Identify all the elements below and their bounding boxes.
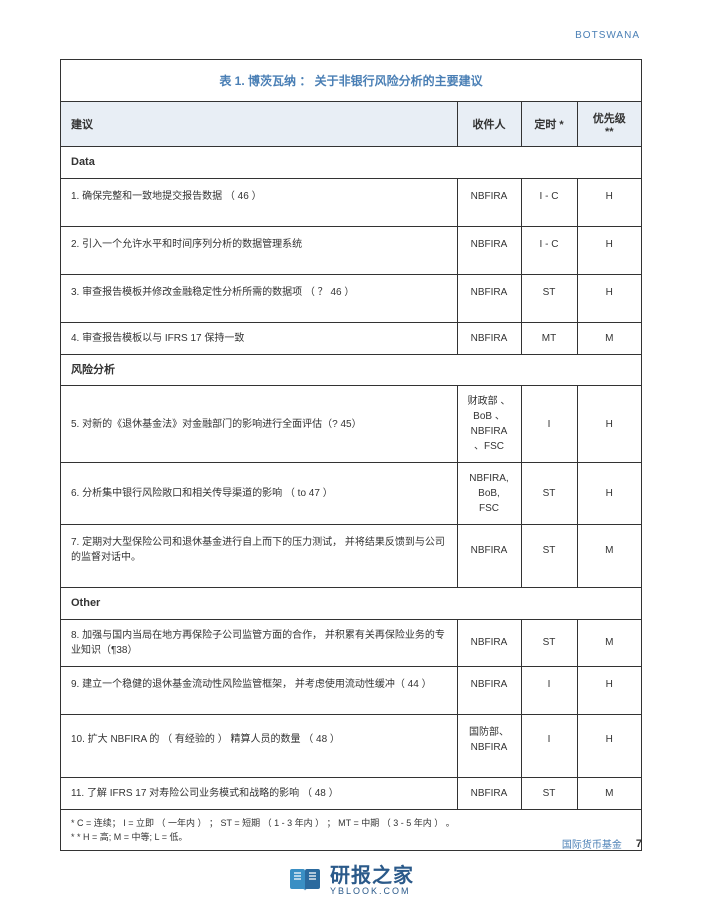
cell-timing: I [521,714,577,777]
table-row: 10. 扩大 NBFIRA 的 （ 有经验的 ） 精算人员的数量 （ 48 ） … [61,714,641,777]
cell-recipient: 财政部 、BoB 、NBFIRA 、FSC [457,386,521,463]
cell-rec: 6. 分析集中银行风险敞口和相关传导渠道的影响 （ to 47 ） [61,463,457,525]
cell-recipient: NBFIRA [457,525,521,588]
cell-rec: 8. 加强与国内当局在地方再保险子公司监管方面的合作， 并积累有关再保险业务的专… [61,619,457,666]
recommendations-table: 表 1. 博茨瓦纳 ： 关于非银行风险分析的主要建议 建议 收件人 定时 * 优… [60,59,642,851]
cell-priority: H [577,226,641,274]
cell-priority: M [577,777,641,809]
table-row: 8. 加强与国内当局在地方再保险子公司监管方面的合作， 并积累有关再保险业务的专… [61,619,641,666]
col-recommendation: 建议 [61,102,457,147]
cell-priority: H [577,714,641,777]
section-label: 风险分析 [61,354,641,386]
cell-timing: MT [521,322,577,354]
cell-rec: 5. 对新的《退休基金法》对金融部门的影响进行全面评估（? 45） [61,386,457,463]
page-footer: 国际货币基金 7 [562,836,642,851]
footnote-line: * * H = 高; M = 中等; L = 低。 [71,830,631,844]
table-row: 6. 分析集中银行风险敞口和相关传导渠道的影响 （ to 47 ） NBFIRA… [61,463,641,525]
cell-rec: 2. 引入一个允许水平和时间序列分析的数据管理系统 [61,226,457,274]
cell-rec: 3. 审查报告模板并修改金融稳定性分析所需的数据项 （ ？ 46 ） [61,274,457,322]
cell-recipient: NBFIRA [457,777,521,809]
cell-recipient: 国防部、NBFIRA [457,714,521,777]
section-header: 风险分析 [61,354,641,386]
section-header: Data [61,147,641,179]
table-row: 2. 引入一个允许水平和时间序列分析的数据管理系统 NBFIRA I - C H [61,226,641,274]
footer-org: 国际货币基金 [562,836,622,851]
cell-rec: 9. 建立一个稳健的退休基金流动性风险监管框架， 并考虑使用流动性缓冲（ 44 … [61,666,457,714]
table-header-row: 建议 收件人 定时 * 优先级 ** [61,102,641,147]
cell-timing: ST [521,463,577,525]
table-row: 4. 审查报告模板以与 IFRS 17 保持一致 NBFIRA MT M [61,322,641,354]
table-title: 表 1. 博茨瓦纳 ： 关于非银行风险分析的主要建议 [61,60,641,102]
cell-rec: 4. 审查报告模板以与 IFRS 17 保持一致 [61,322,457,354]
watermark-sub: YBLOOK.COM [330,887,414,897]
table-row: 11. 了解 IFRS 17 对寿险公司业务模式和战略的影响 （ 48 ） NB… [61,777,641,809]
col-recipient: 收件人 [457,102,521,147]
cell-recipient: NBFIRA [457,666,521,714]
cell-rec: 10. 扩大 NBFIRA 的 （ 有经验的 ） 精算人员的数量 （ 48 ） [61,714,457,777]
footnote-row: * C = 连续； I = 立即 （ 一年内 ） ； ST = 短期 （ 1 -… [61,809,641,850]
header-country: BOTSWANA [60,30,642,41]
cell-timing: ST [521,274,577,322]
col-timing: 定时 * [521,102,577,147]
page-number: 7 [636,838,642,850]
section-label: Data [61,147,641,179]
cell-rec: 1. 确保完整和一致地提交报告数据 （ 46 ） [61,178,457,226]
cell-timing: I [521,386,577,463]
cell-timing: I - C [521,226,577,274]
table-row: 1. 确保完整和一致地提交报告数据 （ 46 ） NBFIRA I - C H [61,178,641,226]
cell-rec: 11. 了解 IFRS 17 对寿险公司业务模式和战略的影响 （ 48 ） [61,777,457,809]
cell-rec: 7. 定期对大型保险公司和退休基金进行自上而下的压力测试， 并将结果反馈到与公司… [61,525,457,588]
cell-priority: M [577,619,641,666]
cell-recipient: NBFIRA [457,274,521,322]
cell-timing: ST [521,777,577,809]
table-row: 5. 对新的《退休基金法》对金融部门的影响进行全面评估（? 45） 财政部 、B… [61,386,641,463]
col-priority: 优先级 ** [577,102,641,147]
section-header: Other [61,588,641,620]
cell-recipient: NBFIRA [457,322,521,354]
cell-recipient: NBFIRA [457,619,521,666]
cell-recipient: NBFIRA, BoB, FSC [457,463,521,525]
cell-timing: I [521,666,577,714]
cell-recipient: NBFIRA [457,178,521,226]
watermark: 研报之家 YBLOOK.COM [288,865,414,897]
footnote-text: * C = 连续； I = 立即 （ 一年内 ） ； ST = 短期 （ 1 -… [61,809,641,850]
cell-priority: H [577,463,641,525]
cell-recipient: NBFIRA [457,226,521,274]
cell-timing: ST [521,525,577,588]
cell-priority: M [577,322,641,354]
book-icon [288,867,322,895]
cell-priority: H [577,386,641,463]
table-row: 9. 建立一个稳健的退休基金流动性风险监管框架， 并考虑使用流动性缓冲（ 44 … [61,666,641,714]
cell-timing: I - C [521,178,577,226]
watermark-main: 研报之家 [330,865,414,887]
cell-priority: H [577,274,641,322]
cell-timing: ST [521,619,577,666]
cell-priority: H [577,666,641,714]
table-row: 3. 审查报告模板并修改金融稳定性分析所需的数据项 （ ？ 46 ） NBFIR… [61,274,641,322]
section-label: Other [61,588,641,620]
cell-priority: M [577,525,641,588]
cell-priority: H [577,178,641,226]
table-row: 7. 定期对大型保险公司和退休基金进行自上而下的压力测试， 并将结果反馈到与公司… [61,525,641,588]
footnote-line: * C = 连续； I = 立即 （ 一年内 ） ； ST = 短期 （ 1 -… [71,816,631,830]
